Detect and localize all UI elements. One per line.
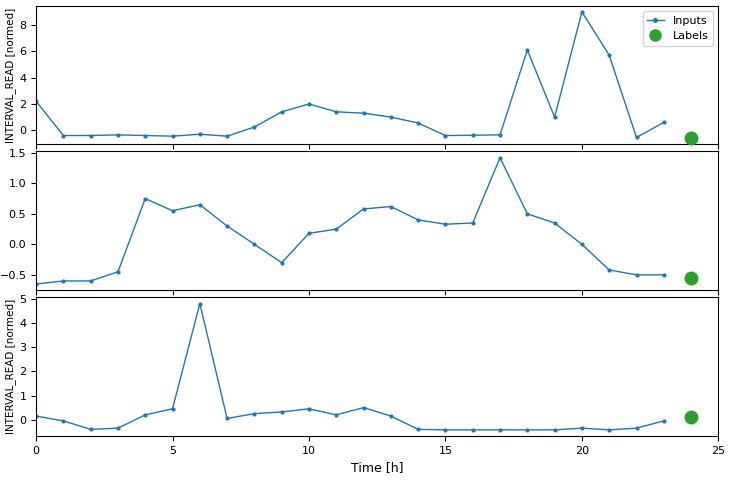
Inputs	[387, 413, 395, 419]
Inputs	[550, 427, 559, 433]
Inputs	[168, 406, 177, 412]
Inputs	[523, 427, 531, 433]
Inputs	[523, 47, 531, 53]
Inputs	[605, 267, 613, 273]
Inputs	[195, 300, 204, 306]
X-axis label: Time [h]: Time [h]	[351, 461, 404, 474]
Inputs	[414, 217, 423, 223]
Inputs	[250, 411, 259, 417]
Inputs	[332, 412, 341, 418]
Inputs	[86, 132, 95, 138]
Inputs	[359, 405, 368, 410]
Inputs	[387, 204, 395, 209]
Line: Inputs: Inputs	[34, 9, 667, 140]
Inputs	[550, 114, 559, 120]
Inputs	[605, 427, 613, 433]
Inputs	[659, 272, 668, 278]
Inputs	[550, 220, 559, 226]
Inputs	[414, 427, 423, 432]
Inputs	[250, 241, 259, 247]
Inputs	[113, 269, 122, 275]
Inputs	[305, 101, 314, 107]
Inputs	[659, 120, 668, 125]
Inputs	[59, 418, 68, 424]
Inputs	[523, 211, 531, 217]
Inputs	[31, 98, 40, 104]
Inputs	[195, 202, 204, 207]
Y-axis label: INTERVAL_READ [normed]: INTERVAL_READ [normed]	[6, 7, 17, 143]
Line: Inputs: Inputs	[34, 301, 667, 432]
Inputs	[141, 412, 150, 418]
Inputs	[113, 132, 122, 138]
Y-axis label: INTERVAL_READ [normed]: INTERVAL_READ [normed]	[6, 299, 17, 434]
Inputs	[359, 110, 368, 116]
Inputs	[441, 221, 450, 227]
Inputs	[441, 132, 450, 138]
Inputs	[305, 230, 314, 236]
Inputs	[305, 406, 314, 412]
Inputs	[577, 425, 586, 431]
Inputs	[277, 109, 286, 115]
Inputs	[387, 114, 395, 120]
Inputs	[195, 132, 204, 137]
Inputs	[250, 124, 259, 130]
Inputs	[113, 425, 122, 431]
Inputs	[59, 132, 68, 138]
Inputs	[577, 9, 586, 15]
Inputs	[496, 155, 504, 161]
Inputs	[469, 220, 477, 226]
Inputs	[141, 196, 150, 202]
Inputs	[469, 132, 477, 138]
Inputs	[632, 134, 641, 140]
Inputs	[277, 409, 286, 415]
Inputs	[496, 132, 504, 138]
Inputs	[59, 278, 68, 284]
Inputs	[86, 278, 95, 284]
Inputs	[632, 425, 641, 431]
Inputs	[441, 427, 450, 433]
Inputs	[632, 272, 641, 278]
Inputs	[168, 133, 177, 139]
Inputs	[332, 109, 341, 115]
Inputs	[31, 281, 40, 287]
Inputs	[277, 260, 286, 265]
Inputs	[168, 208, 177, 214]
Inputs	[414, 120, 423, 126]
Inputs	[605, 52, 613, 58]
Inputs	[223, 133, 232, 139]
Inputs	[469, 427, 477, 433]
Inputs	[332, 226, 341, 232]
Inputs	[359, 206, 368, 212]
Inputs	[659, 418, 668, 424]
Inputs	[577, 241, 586, 247]
Inputs	[223, 223, 232, 229]
Inputs	[31, 413, 40, 419]
Legend: Inputs, Labels: Inputs, Labels	[643, 11, 713, 46]
Inputs	[223, 416, 232, 421]
Line: Inputs: Inputs	[34, 155, 667, 287]
Inputs	[141, 132, 150, 138]
Inputs	[86, 427, 95, 432]
Inputs	[496, 427, 504, 433]
